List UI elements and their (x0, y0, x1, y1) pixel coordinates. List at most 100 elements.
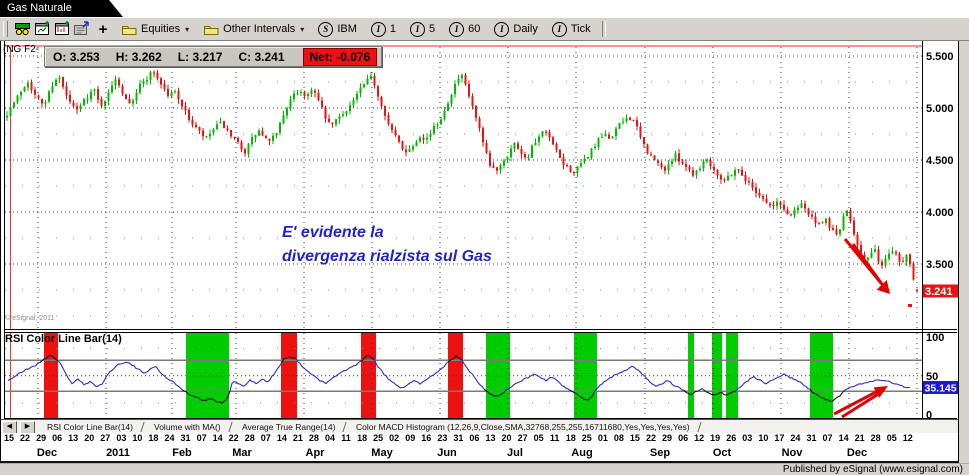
candle-body (335, 119, 337, 125)
quote-close: C: 3.241 (238, 49, 285, 64)
rsi-oversold-zone (688, 333, 694, 419)
candle-body (769, 203, 771, 206)
study-tab-3[interactable]: Color MACD Histogram (12,26,9,Close,SMA,… (345, 422, 702, 432)
study-tab-2[interactable]: Average True Range(14) (230, 422, 347, 432)
rsi-line-segment (39, 354, 59, 364)
add-button[interactable]: + (98, 20, 108, 38)
candle-body (419, 137, 421, 142)
candle-body (755, 187, 757, 194)
circle-i-icon: I (551, 21, 567, 37)
candle-body (643, 137, 645, 145)
candle-body (118, 79, 120, 86)
candle-body (401, 141, 404, 150)
interval-button-5[interactable]: I 5 (403, 20, 442, 38)
toolbar-grip[interactable] (3, 21, 8, 37)
date-tick: 24 (164, 433, 175, 443)
candle-body (76, 106, 78, 110)
trend-arrow-up[interactable] (833, 386, 888, 419)
study-tab-label: RSI Color Line Bar(14) (47, 422, 133, 432)
study-tab-1[interactable]: Volume with MA() (143, 422, 233, 432)
window-title-tab[interactable]: Gas Naturale (0, 0, 123, 17)
rsi-line-segment (735, 373, 811, 392)
interval-button-daily[interactable]: I Daily (487, 20, 544, 38)
date-tick: 27 (517, 433, 528, 443)
candle-body (555, 143, 558, 151)
symbol-button-ibm[interactable]: S IBM (311, 20, 364, 38)
candle-body (261, 131, 264, 136)
quote-board-icon[interactable] (12, 20, 32, 38)
candle-body (282, 115, 285, 124)
price-axis-label: 3.500 (926, 259, 954, 271)
other-intervals-folder-button[interactable]: Other Intervals ▾ (196, 20, 311, 38)
candle-body (436, 124, 439, 126)
candle-body (258, 130, 260, 136)
candle-body (380, 96, 383, 107)
study-tab-0[interactable]: RSI Color Line Bar(14) (36, 422, 145, 432)
candle-body (331, 122, 334, 125)
symbol-label: (NG F2- (3, 44, 40, 55)
candle-body (174, 91, 176, 93)
chart-canvas[interactable]: 5.500 5.000 4.500 4.000 3.500 3.241 100 50 0 35.1… (0, 41, 958, 419)
interval-button-60[interactable]: I 60 (442, 20, 487, 38)
study-tab-label: Color MACD Histogram (12,26,9,Close,SMA,… (356, 422, 690, 432)
candle-body (58, 77, 61, 80)
month-label: Nov (781, 447, 803, 459)
rsi-line-segment (229, 361, 283, 392)
date-tick: 29 (36, 433, 47, 443)
date-tick: 21 (854, 433, 865, 443)
trend-arrow-down[interactable] (843, 238, 890, 294)
candle-body (429, 133, 432, 138)
window-left-border (0, 41, 1, 463)
x-axis-months: Dec 2011 Feb Mar Apr May Jun Jul Aug Sep Oct Nov Dec (0, 446, 958, 461)
candle-body (422, 137, 425, 140)
candle-body (520, 148, 523, 155)
month-label: Aug (571, 447, 593, 459)
candle-body (359, 87, 362, 94)
price-axis-label: 5.500 (926, 51, 954, 63)
quote-box[interactable]: O: 3.253 H: 3.262 L: 3.217 C: 3.241 Net:… (44, 46, 383, 67)
quote-net-badge: Net: -0.076 (302, 47, 378, 66)
symbol-button-label: IBM (337, 23, 357, 35)
candle-body (898, 253, 901, 262)
tab-scroll-right-button[interactable]: ▶ (20, 420, 35, 434)
rsi-line-segment (359, 354, 375, 362)
tab-scroll-left-button[interactable]: ◀ (2, 420, 17, 434)
candle-body (104, 101, 106, 107)
date-tick: 16 (421, 433, 432, 443)
circle-i-icon: I (449, 21, 465, 37)
candle-body (100, 98, 103, 106)
candle-body (160, 78, 162, 85)
last-trade-mark (908, 304, 912, 307)
candle-body (30, 82, 33, 91)
date-tick: 09 (405, 433, 416, 443)
candle-body (310, 90, 313, 94)
date-tick: 31 (180, 433, 191, 443)
candle-body (538, 136, 540, 143)
chart-annotation[interactable]: E' evidente la divergenza rialzista sul … (282, 221, 492, 269)
candle-body (741, 169, 743, 176)
candle-body (853, 220, 855, 235)
candle-body (111, 85, 113, 93)
chart-window-add-icon[interactable] (52, 20, 72, 38)
interval-button-1[interactable]: I 1 (364, 20, 403, 38)
date-tick: 26 (726, 433, 737, 443)
candle-body (695, 170, 698, 176)
candle-body (870, 252, 873, 258)
equities-folder-button[interactable]: Equities ▾ (114, 20, 196, 38)
candle-body (482, 128, 484, 143)
month-label: Apr (305, 447, 325, 459)
rsi-axis-label: 100 (926, 332, 944, 344)
rsi-line-segment (697, 387, 705, 392)
chart-properties-icon[interactable] (72, 20, 92, 38)
candle-body (517, 143, 519, 149)
candle-body (496, 167, 498, 171)
candle-body (412, 146, 414, 150)
candle-body (132, 100, 134, 104)
interval-button-tick[interactable]: I Tick (545, 20, 598, 38)
candle-body (629, 117, 631, 120)
title-bar: Gas Naturale (0, 0, 969, 17)
interval-button-label: Tick (570, 23, 591, 35)
candle-body (807, 208, 810, 215)
chart-window-icon[interactable] (32, 20, 52, 38)
